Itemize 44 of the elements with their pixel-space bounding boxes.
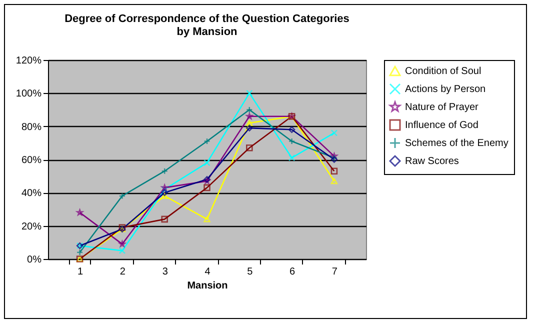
y-tick-label: 60% [21,155,42,166]
point [246,90,253,97]
y-tick-label: 100% [16,88,42,100]
point [246,124,253,132]
legend-label: Actions by Person [405,84,486,95]
y-tick-label: 80% [21,122,42,133]
point [288,138,296,145]
legend-label: Influence of God [405,120,478,131]
point [246,106,253,114]
chart-title: Degree of Correspondence of the Question Categories by Mansion [64,13,350,38]
point [161,168,168,174]
point [204,184,210,192]
point [330,168,338,174]
x-tick-label: 6 [290,266,296,278]
point [246,120,253,126]
legend-label: Nature of Prayer [405,102,480,113]
x-tick-label: 3 [162,266,168,278]
y-tick-label: 20% [21,221,42,232]
point [118,247,126,254]
point [288,154,296,162]
point [330,178,338,184]
legend-label: Raw Scores [405,156,459,167]
x-tick-label: 1 [78,266,84,278]
x-axis-title: Mansion [187,280,228,292]
point [161,192,168,200]
legend-label: Schemes of the Enemy [405,138,508,149]
point [204,216,210,222]
point [288,126,296,134]
point [161,189,168,196]
x-tick-label: 2 [120,266,126,278]
x-tick-label: 7 [332,266,338,278]
point [204,159,210,166]
y-tick-label: 0% [27,254,42,266]
point [246,112,253,120]
point [330,130,338,136]
point [246,144,253,152]
legend-label: Condition of Soul [405,66,482,77]
y-tick-label: 120% [16,56,42,66]
x-tick-label: 4 [204,266,211,278]
point [161,216,168,223]
y-tick-label: 40% [21,188,42,200]
point [118,192,126,200]
point [204,138,210,145]
x-tick-label: 5 [247,266,254,278]
